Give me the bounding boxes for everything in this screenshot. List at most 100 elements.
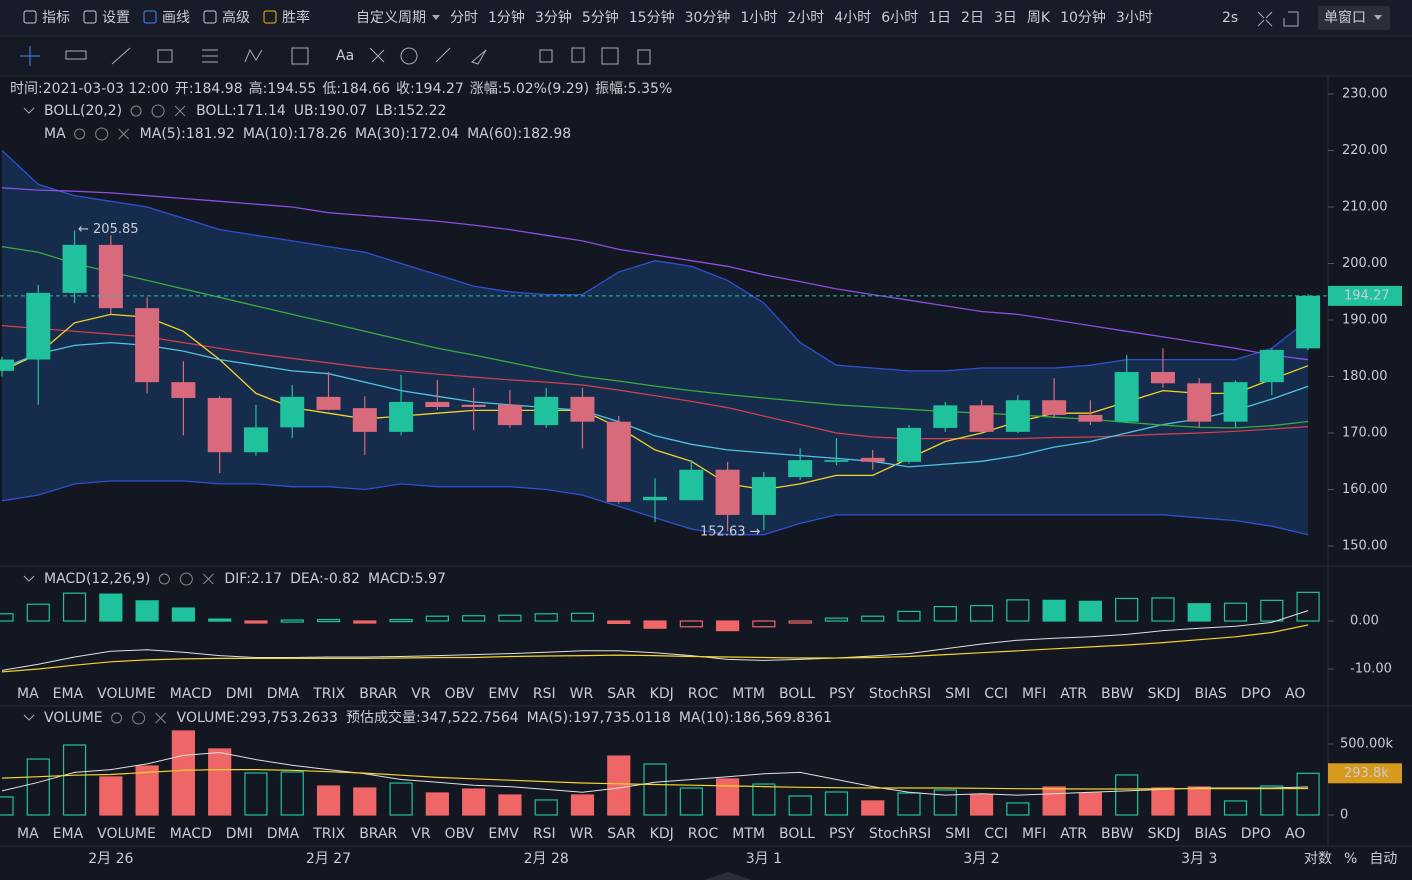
indicator-tab[interactable]: MTM (732, 686, 765, 702)
indicator-tab[interactable]: AO (1285, 686, 1305, 702)
indicator-tab[interactable]: SMI (945, 826, 970, 842)
indicator-tab[interactable]: TRIX (312, 686, 345, 702)
period-button[interactable]: 15分钟 (629, 9, 675, 26)
indicator-tab[interactable]: VR (411, 826, 431, 842)
indicator-tab[interactable]: BBW (1101, 826, 1134, 842)
indicator-tab[interactable]: KDJ (650, 686, 674, 702)
indicator-tab[interactable]: MACD (170, 826, 212, 842)
indicator-tab[interactable]: MACD (170, 686, 212, 702)
period-button[interactable]: 3分钟 (535, 9, 572, 26)
collapse-arrow[interactable] (23, 714, 35, 721)
period-button[interactable]: 5分钟 (582, 9, 619, 26)
period-button[interactable]: 6小时 (881, 10, 918, 26)
indicator-tab[interactable]: BIAS (1195, 686, 1227, 702)
indicator-tab[interactable]: BRAR (359, 686, 397, 702)
indicator-tab[interactable]: SAR (607, 686, 636, 702)
eye-icon[interactable] (74, 128, 86, 140)
settings-icon[interactable] (132, 711, 146, 725)
tool-button[interactable]: 画线 (162, 10, 190, 26)
indicator-tab[interactable]: StochRSI (869, 826, 931, 842)
indicator-tab[interactable]: AO (1285, 826, 1305, 842)
indicator-tab[interactable]: ROC (688, 826, 719, 842)
indicator-tab[interactable]: EMV (488, 686, 519, 702)
footer-button[interactable]: % (1344, 851, 1357, 867)
settings-icon[interactable] (151, 104, 165, 118)
close-icon[interactable] (202, 573, 214, 585)
close-icon[interactable] (174, 105, 186, 117)
period-button[interactable]: 2日 (961, 10, 984, 26)
close-icon[interactable] (118, 128, 130, 140)
tool-button[interactable]: 高级 (222, 9, 250, 26)
indicator-tab[interactable]: TRIX (312, 826, 345, 842)
period-button[interactable]: 3日 (994, 10, 1017, 26)
indicator-tab[interactable]: PSY (829, 826, 855, 842)
indicator-tab[interactable]: EMV (488, 826, 519, 842)
indicator-tab[interactable]: WR (570, 826, 594, 842)
period-button[interactable]: 1分钟 (488, 9, 525, 26)
period-button[interactable]: 周K (1027, 10, 1051, 26)
footer-button[interactable]: 自动 (1369, 851, 1397, 867)
interval[interactable]: 2s (1222, 10, 1238, 26)
footer-button[interactable]: 对数 (1304, 851, 1332, 867)
indicator-tab[interactable]: BBW (1101, 686, 1134, 702)
indicator-tab[interactable]: DMA (267, 686, 300, 702)
indicator-tab[interactable]: CCI (984, 686, 1008, 702)
indicator-tab[interactable]: SKDJ (1148, 686, 1181, 702)
indicator-tab[interactable]: BIAS (1195, 826, 1227, 842)
indicator-tab[interactable]: WR (570, 686, 594, 702)
indicator-tab[interactable]: KDJ (650, 826, 674, 842)
indicator-tab[interactable]: MFI (1022, 686, 1046, 702)
indicator-tab[interactable]: RSI (533, 826, 556, 842)
tool-button[interactable]: 指标 (42, 10, 70, 26)
indicator-tab[interactable]: BOLL (779, 826, 815, 842)
indicator-tab[interactable]: DPO (1241, 686, 1271, 702)
indicator-tab[interactable]: OBV (445, 826, 475, 842)
font-tool[interactable]: Aa (336, 48, 354, 64)
period-button[interactable]: 10分钟 (1060, 9, 1106, 26)
tool-button[interactable]: 胜率 (282, 9, 310, 26)
indicator-tab[interactable]: PSY (829, 686, 855, 702)
window-select[interactable] (1318, 6, 1390, 30)
period-menu[interactable]: 自定义周期 (356, 10, 426, 26)
indicator-tab[interactable]: MA (17, 826, 39, 842)
indicator-tab[interactable]: DMI (226, 686, 253, 702)
period-button[interactable]: 3小时 (1116, 10, 1153, 26)
indicator-tab[interactable]: MFI (1022, 826, 1046, 842)
indicator-tab[interactable]: StochRSI (869, 686, 931, 702)
indicator-tab[interactable]: VOLUME (97, 826, 156, 842)
tool-icon[interactable] (23, 10, 37, 24)
indicator-tab[interactable]: BRAR (359, 826, 397, 842)
indicator-tab[interactable]: MA (17, 686, 39, 702)
indicator-tab[interactable]: SMI (945, 686, 970, 702)
indicator-tab[interactable]: ATR (1060, 826, 1087, 842)
period-button[interactable]: 30分钟 (685, 9, 731, 26)
tool-button[interactable]: 设置 (102, 10, 130, 26)
period-button[interactable]: 4小时 (834, 10, 871, 26)
settings-icon[interactable] (95, 127, 109, 141)
indicator-tab[interactable]: OBV (445, 686, 475, 702)
indicator-tab[interactable]: ATR (1060, 686, 1087, 702)
indicator-tab[interactable]: VR (411, 686, 431, 702)
window-select-label[interactable]: 单窗口 (1324, 9, 1366, 26)
tool-icon[interactable] (263, 10, 277, 24)
eye-icon[interactable] (111, 712, 123, 724)
eye-icon[interactable] (158, 573, 170, 585)
indicator-tab[interactable]: CCI (984, 826, 1008, 842)
indicator-tab[interactable]: DMA (267, 826, 300, 842)
close-icon[interactable] (155, 712, 166, 724)
collapse-arrow[interactable] (23, 575, 35, 582)
indicator-tab[interactable]: VOLUME (97, 686, 156, 702)
indicator-tab[interactable]: EMA (53, 686, 84, 702)
indicator-tab[interactable]: DMI (226, 826, 253, 842)
indicator-tab[interactable]: SAR (607, 826, 636, 842)
indicator-tab[interactable]: MTM (732, 826, 765, 842)
settings-icon[interactable] (179, 572, 193, 586)
tool-icon[interactable] (143, 10, 157, 24)
indicator-tab[interactable]: DPO (1241, 826, 1271, 842)
indicator-tab[interactable]: EMA (53, 826, 84, 842)
tool-icon[interactable] (83, 10, 97, 24)
eye-icon[interactable] (130, 105, 142, 117)
period-button[interactable]: 1小时 (740, 10, 777, 26)
indicator-tab[interactable]: BOLL (779, 686, 815, 702)
indicator-tab[interactable]: SKDJ (1148, 826, 1181, 842)
